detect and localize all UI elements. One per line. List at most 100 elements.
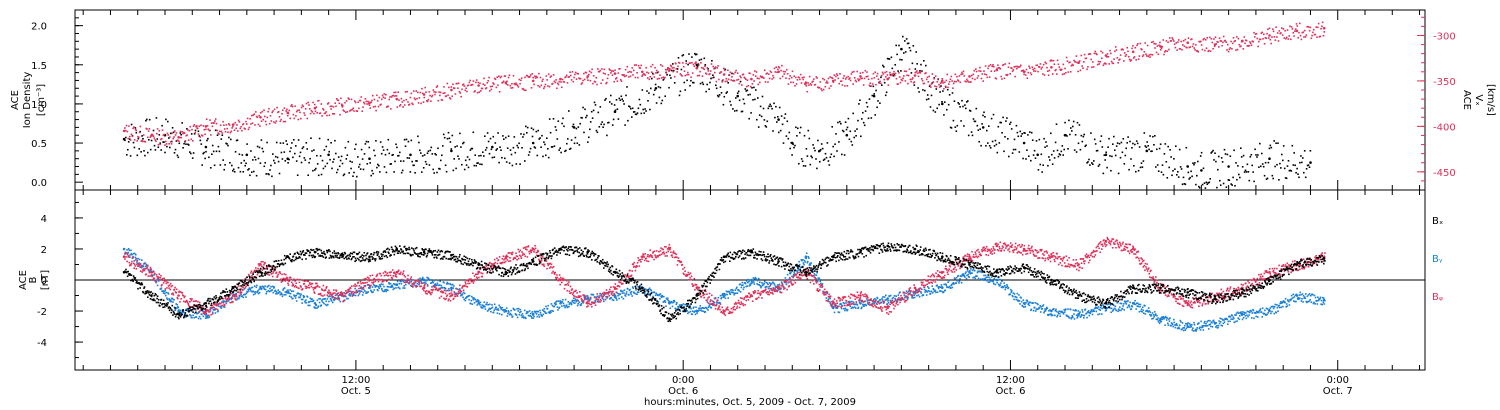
by-series-point [551, 304, 554, 307]
by-series-point [805, 252, 808, 254]
vx-series-marker [368, 101, 371, 104]
vx-series-point [412, 90, 415, 92]
density-series-point [406, 157, 409, 159]
by-series-point [172, 301, 174, 303]
by-series-point [393, 283, 395, 285]
vx-series-point [305, 102, 308, 105]
density-series-point [640, 112, 643, 115]
by-series-point [535, 310, 537, 313]
density-series-point [747, 94, 749, 96]
by-series-point [247, 288, 249, 291]
vx-series-point [350, 98, 353, 101]
vx-series-point [844, 85, 846, 87]
by-series-point [986, 276, 989, 278]
vx-series-point [380, 103, 382, 106]
vx-series-point [926, 76, 929, 79]
by-series-point [1086, 316, 1088, 319]
vx-series-point [249, 118, 251, 120]
density-series-point [1029, 131, 1031, 133]
density-series-point [755, 89, 757, 91]
by-series-point [906, 298, 909, 300]
by-series-point [648, 287, 651, 290]
vx-series-point [995, 77, 998, 80]
by-series-point [1066, 315, 1069, 318]
by-series-point [250, 290, 252, 292]
density-series-point [1033, 149, 1036, 152]
vx-series-point [839, 73, 841, 75]
density-series-point [446, 137, 449, 140]
vx-series-point [520, 79, 522, 82]
density-series-point [662, 79, 665, 81]
data-layer [122, 21, 1326, 332]
density-series-point [432, 168, 434, 171]
x-tick-label-time: 12:00 [341, 375, 370, 386]
vx-series-point [336, 98, 338, 100]
by-series-point [1012, 292, 1015, 294]
by-series-point [1000, 282, 1002, 284]
by-series-point [812, 271, 815, 273]
density-series-point [906, 42, 909, 45]
density-series-point [684, 89, 686, 91]
by-series-point [1091, 310, 1093, 313]
density-series-point [177, 156, 180, 159]
vx-series-point [183, 132, 186, 134]
vx-series-point [324, 112, 327, 115]
density-series-point [412, 164, 414, 167]
vx-series-point [1009, 73, 1011, 75]
vx-series-point [895, 77, 898, 80]
vx-series-point [724, 80, 727, 83]
vx-tick-label: -400 [1433, 122, 1456, 133]
vx-series-point [966, 80, 969, 82]
by-series-point [913, 294, 915, 296]
vx-series-point [921, 78, 923, 80]
density-series-point [1256, 156, 1258, 158]
by-series-point [373, 284, 376, 287]
by-series-point [484, 308, 487, 310]
by-series-point [778, 283, 781, 286]
by-series-point [256, 284, 258, 287]
vx-series-point [1098, 63, 1101, 65]
density-series-marker [818, 149, 821, 153]
density-series-point [556, 138, 559, 140]
vx-series-point [550, 75, 552, 77]
by-series-point [445, 289, 447, 292]
by-series-point [1026, 299, 1028, 302]
density-series-point [1045, 141, 1047, 143]
vx-series-point [587, 79, 589, 81]
by-series-point [493, 309, 495, 312]
by-series-point [479, 304, 481, 306]
density-series-point [683, 81, 686, 84]
density-series-point [946, 88, 949, 91]
by-series-point [271, 285, 274, 288]
vx-series-point [1321, 25, 1323, 28]
vx-series-point [1073, 59, 1075, 62]
density-series-point [480, 154, 482, 157]
by-series-point [251, 286, 254, 289]
density-series-point [990, 117, 993, 120]
by-series-point [1030, 309, 1032, 312]
vx-series-point [375, 109, 377, 112]
by-series-point [135, 257, 138, 260]
vx-series-point [600, 82, 602, 85]
vx-series-point [1202, 38, 1205, 41]
density-series-point [159, 142, 161, 144]
vx-series-point [1303, 29, 1306, 32]
density-series-point [924, 89, 926, 92]
by-series-point [499, 307, 502, 309]
vx-series-point [604, 73, 606, 75]
by-series-point [892, 296, 895, 299]
by-series-point [808, 257, 810, 259]
by-series-point [480, 306, 482, 308]
by-series-point [724, 297, 727, 300]
by-series-point [788, 281, 791, 283]
density-series-point [893, 73, 896, 76]
vx-series-point [1020, 64, 1022, 67]
density-series-point [812, 144, 814, 146]
by-series-point [399, 287, 401, 290]
by-series-point [1036, 302, 1038, 305]
by-series-point [289, 292, 292, 295]
by-series-point [163, 290, 165, 293]
by-series-point [297, 292, 300, 295]
by-series-point [425, 282, 427, 285]
by-series-point [302, 295, 305, 297]
